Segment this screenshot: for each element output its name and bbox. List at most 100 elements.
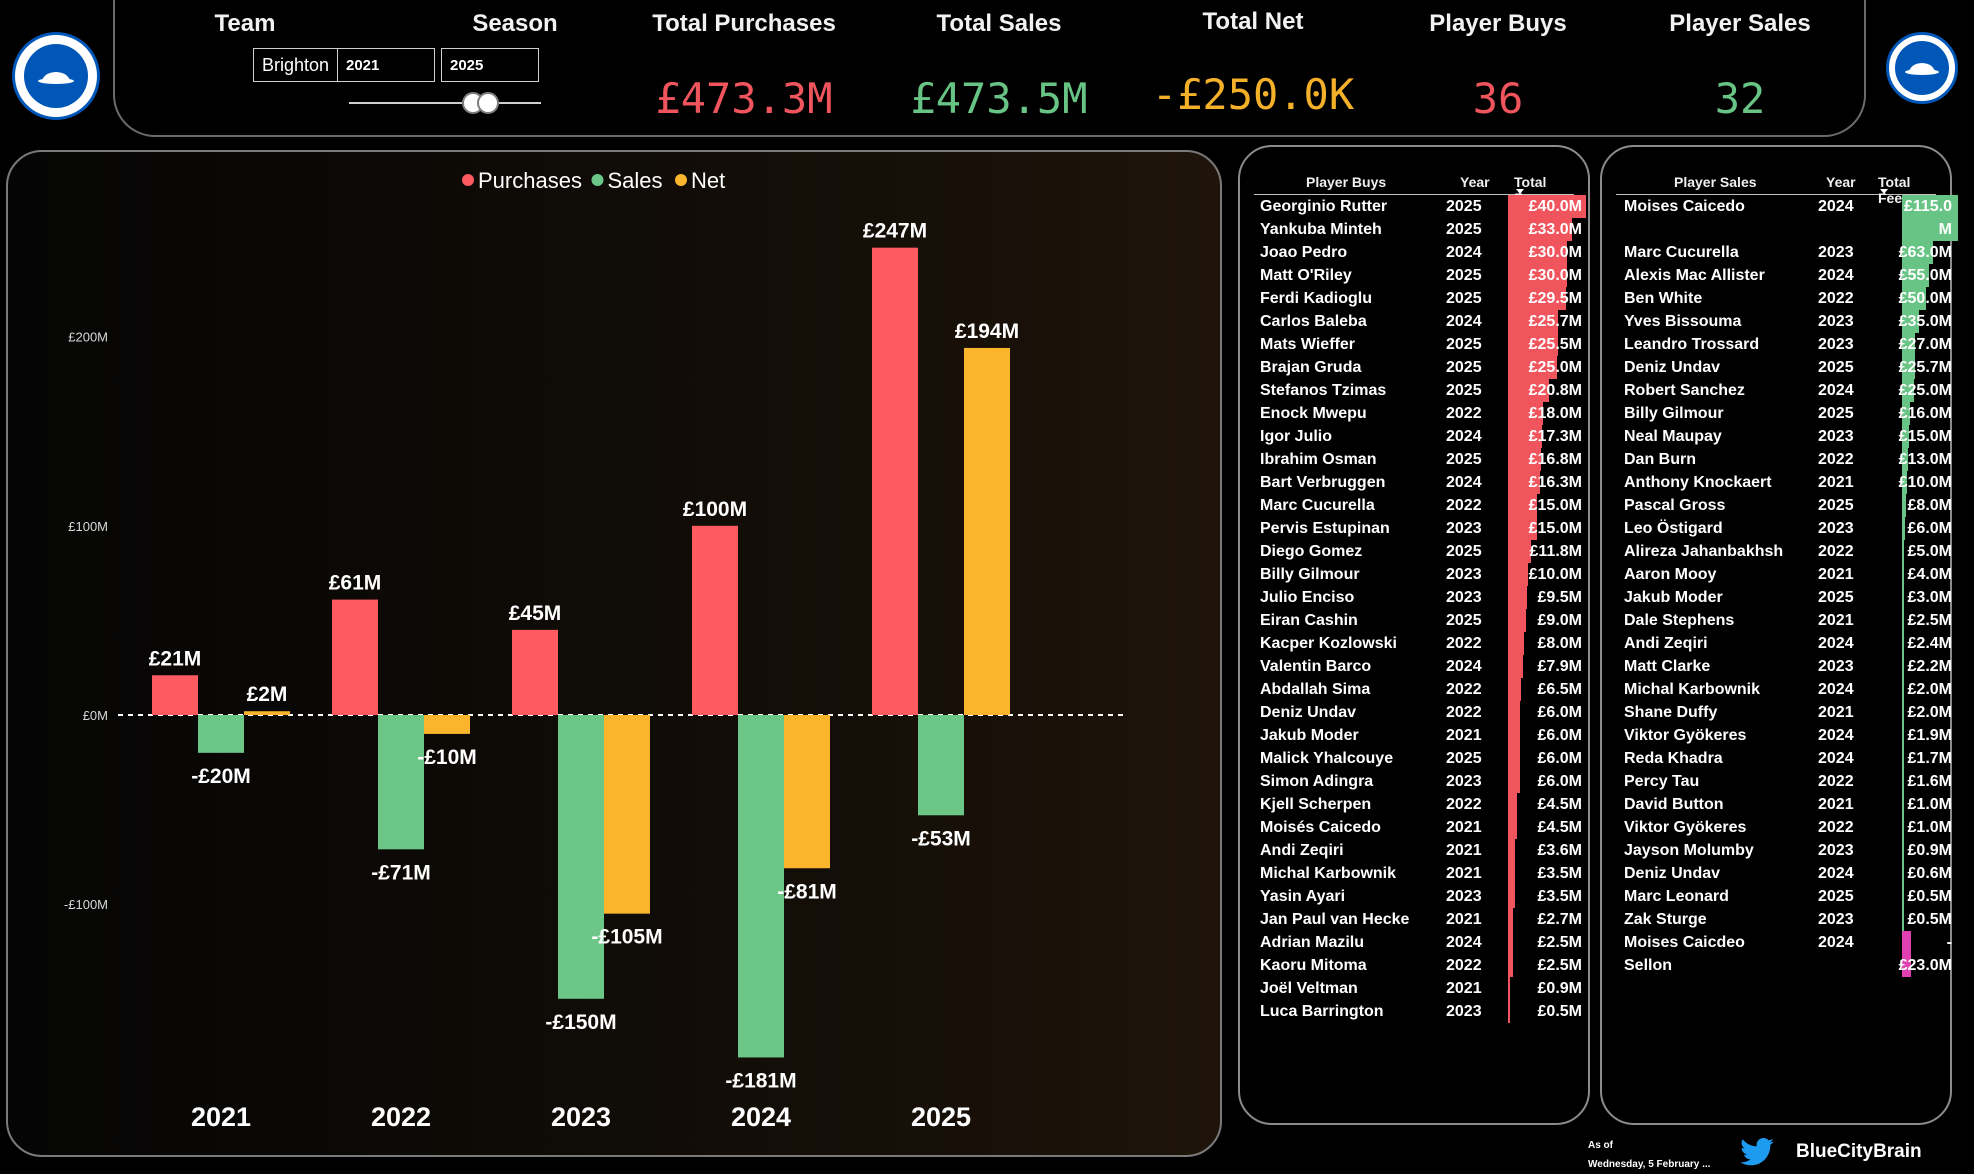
table-row[interactable]: Simon Adingra 2023 £6.0M — [1254, 770, 1582, 793]
table-row[interactable]: David Button 2021 £1.0M — [1616, 793, 1952, 816]
twitter-bird-icon[interactable] — [1740, 1138, 1774, 1166]
table-row[interactable]: Kacper Kozlowski 2022 £8.0M — [1254, 632, 1582, 655]
table-row[interactable]: Shane Duffy 2021 £2.0M — [1616, 701, 1952, 724]
table-row[interactable]: Pervis Estupinan 2023 £15.0M — [1254, 517, 1582, 540]
table-row[interactable]: Percy Tau 2022 £1.6M — [1616, 770, 1952, 793]
table-row[interactable]: Julio Enciso 2023 £9.5M — [1254, 586, 1582, 609]
transfer-fee: £0.5M — [1537, 1003, 1582, 1020]
table-row[interactable]: Deniz Undav 2024 £0.6M — [1616, 862, 1952, 885]
table-row[interactable]: Alexis Mac Allister 2024 £55.0M — [1616, 264, 1952, 287]
table-row[interactable]: Enock Mwepu 2022 £18.0M — [1254, 402, 1582, 425]
table-row[interactable]: Dan Burn 2022 £13.0M — [1616, 448, 1952, 471]
table-row[interactable]: Yankuba Minteh 2025 £33.0M — [1254, 218, 1582, 241]
table-row[interactable]: Ibrahim Osman 2025 £16.8M — [1254, 448, 1582, 471]
transfer-fee: £6.0M — [1537, 704, 1582, 721]
table-row[interactable]: Andi Zeqiri 2024 £2.4M — [1616, 632, 1952, 655]
fee-bar — [1902, 356, 1915, 379]
table-row[interactable]: Kaoru Mitoma 2022 £2.5M — [1254, 954, 1582, 977]
table-row[interactable]: Deniz Undav 2025 £25.7M — [1616, 356, 1952, 379]
table-row[interactable]: Aaron Mooy 2021 £4.0M — [1616, 563, 1952, 586]
table-row[interactable]: Yves Bissouma 2023 £35.0M — [1616, 310, 1952, 333]
table-row[interactable]: Leandro Trossard 2023 £27.0M — [1616, 333, 1952, 356]
player-name: Marc Cucurella — [1260, 497, 1375, 514]
transfer-fee: £9.5M — [1537, 589, 1582, 606]
table-row[interactable]: Alireza Jahanbakhsh 2022 £5.0M — [1616, 540, 1952, 563]
player-name: Pascal Gross — [1624, 497, 1726, 514]
table-row[interactable]: Reda Khadra 2024 £1.7M — [1616, 747, 1952, 770]
table-row[interactable]: Jayson Molumby 2023 £0.9M — [1616, 839, 1952, 862]
table-row[interactable]: Ben White 2022 £50.0M — [1616, 287, 1952, 310]
transfer-year: 2025 — [1446, 198, 1482, 215]
table-row[interactable]: Mats Wieffer 2025 £25.5M — [1254, 333, 1582, 356]
player-name: Alireza Jahanbakhsh — [1624, 543, 1784, 560]
table-row[interactable]: Anthony Knockaert 2021 £10.0M — [1616, 471, 1952, 494]
table-row[interactable]: Andi Zeqiri 2021 £3.6M — [1254, 839, 1582, 862]
table-row[interactable]: Bart Verbruggen 2024 £16.3M — [1254, 471, 1582, 494]
transfer-fee: £2.2M — [1907, 658, 1952, 675]
table-row[interactable]: Sellon £23.0M — [1616, 954, 1952, 977]
table-row[interactable]: Pascal Gross 2025 £8.0M — [1616, 494, 1952, 517]
table-row[interactable]: Matt Clarke 2023 £2.2M — [1616, 655, 1952, 678]
table-row[interactable]: Valentin Barco 2024 £7.9M — [1254, 655, 1582, 678]
player-name: Viktor Gyökeres — [1624, 727, 1747, 744]
table-row[interactable]: Billy Gilmour 2025 £16.0M — [1616, 402, 1952, 425]
table-row[interactable]: Carlos Baleba 2024 £25.7M — [1254, 310, 1582, 333]
table-row[interactable]: Abdallah Sima 2022 £6.5M — [1254, 678, 1582, 701]
table-row[interactable]: Stefanos Tzimas 2025 £20.8M — [1254, 379, 1582, 402]
table-row[interactable]: Michal Karbownik 2021 £3.5M — [1254, 862, 1582, 885]
table-row[interactable]: Matt O'Riley 2025 £30.0M — [1254, 264, 1582, 287]
table-row[interactable]: Adrian Mazilu 2024 £2.5M — [1254, 931, 1582, 954]
table-row[interactable]: Jakub Moder 2021 £6.0M — [1254, 724, 1582, 747]
table-row[interactable]: Billy Gilmour 2023 £10.0M — [1254, 563, 1582, 586]
table-row[interactable]: Neal Maupay 2023 £15.0M — [1616, 425, 1952, 448]
table-row[interactable]: Kjell Scherpen 2022 £4.5M — [1254, 793, 1582, 816]
season-slider-track[interactable] — [349, 102, 541, 104]
table-row[interactable]: Leo Östigard 2023 £6.0M — [1616, 517, 1952, 540]
season-end-input[interactable]: 2025 — [441, 48, 539, 82]
table-row[interactable]: Viktor Gyökeres 2022 £1.0M — [1616, 816, 1952, 839]
table-row[interactable]: Zak Sturge 2023 £0.5M — [1616, 908, 1952, 931]
col-player-buys[interactable]: Player Buys — [1306, 174, 1387, 190]
transfer-fee: £10.0M — [1528, 566, 1582, 583]
table-row[interactable]: Malick Yhalcouye 2025 £6.0M — [1254, 747, 1582, 770]
table-row[interactable]: Moises Caicdeo 2024 - — [1616, 931, 1952, 954]
table-row[interactable]: Moises Caicedo 2024 £115.0 — [1616, 195, 1958, 218]
legend-label-sales: Sales — [608, 168, 663, 193]
data-label-net-2022: -£10M — [417, 746, 477, 769]
table-row[interactable]: Igor Julio 2024 £17.3M — [1254, 425, 1582, 448]
twitter-handle[interactable]: BlueCityBrain — [1796, 1141, 1922, 1162]
table-row[interactable]: Eiran Cashin 2025 £9.0M — [1254, 609, 1582, 632]
table-row[interactable]: Marc Cucurella 2023 £63.0M — [1616, 241, 1952, 264]
kpi-total-net-label: Total Net — [1202, 8, 1304, 35]
table-row[interactable]: M — [1616, 218, 1958, 241]
table-row[interactable]: Diego Gomez 2025 £11.8M — [1254, 540, 1582, 563]
col-year[interactable]: Year — [1826, 174, 1856, 190]
table-row[interactable]: Georginio Rutter 2025 £40.0M — [1254, 195, 1586, 218]
table-row[interactable]: Michal Karbownik 2024 £2.0M — [1616, 678, 1952, 701]
transfer-year: 2022 — [1446, 796, 1482, 813]
col-year[interactable]: Year — [1460, 174, 1490, 190]
table-row[interactable]: Viktor Gyökeres 2024 £1.9M — [1616, 724, 1952, 747]
table-row[interactable]: Joël Veltman 2021 £0.9M — [1254, 977, 1582, 1000]
table-row[interactable]: Robert Sanchez 2024 £25.0M — [1616, 379, 1952, 402]
table-row[interactable]: Moisés Caicedo 2021 £4.5M — [1254, 816, 1582, 839]
player-buys-rows: Georginio Rutter 2025 £40.0M Yankuba Minteh… — [1254, 195, 1586, 1023]
table-row[interactable]: Deniz Undav 2022 £6.0M — [1254, 701, 1582, 724]
table-row[interactable]: Ferdi Kadioglu 2025 £29.5M — [1254, 287, 1582, 310]
table-row[interactable]: Jakub Moder 2025 £3.0M — [1616, 586, 1952, 609]
table-row[interactable]: Brajan Gruda 2025 £25.0M — [1254, 356, 1582, 379]
table-row[interactable]: Joao Pedro 2024 £30.0M — [1254, 241, 1582, 264]
table-row[interactable]: Luca Barrington 2023 £0.5M — [1254, 1000, 1582, 1023]
table-row[interactable]: Marc Leonard 2025 £0.5M — [1616, 885, 1952, 908]
table-row[interactable]: Jan Paul van Hecke 2021 £2.7M — [1254, 908, 1582, 931]
col-player-sales[interactable]: Player Sales — [1674, 174, 1757, 190]
table-row[interactable]: Dale Stephens 2021 £2.5M — [1616, 609, 1952, 632]
fee-bar — [1902, 448, 1909, 471]
transfer-fee: £1.0M — [1907, 796, 1952, 813]
season-slider-end-handle[interactable] — [477, 92, 499, 114]
table-row[interactable]: Marc Cucurella 2022 £15.0M — [1254, 494, 1582, 517]
fee-bar — [1902, 770, 1904, 793]
col-total-fee[interactable]: Total Fee — [1878, 174, 1911, 206]
season-start-input[interactable]: 2021 — [337, 48, 435, 82]
table-row[interactable]: Yasin Ayari 2023 £3.5M — [1254, 885, 1582, 908]
